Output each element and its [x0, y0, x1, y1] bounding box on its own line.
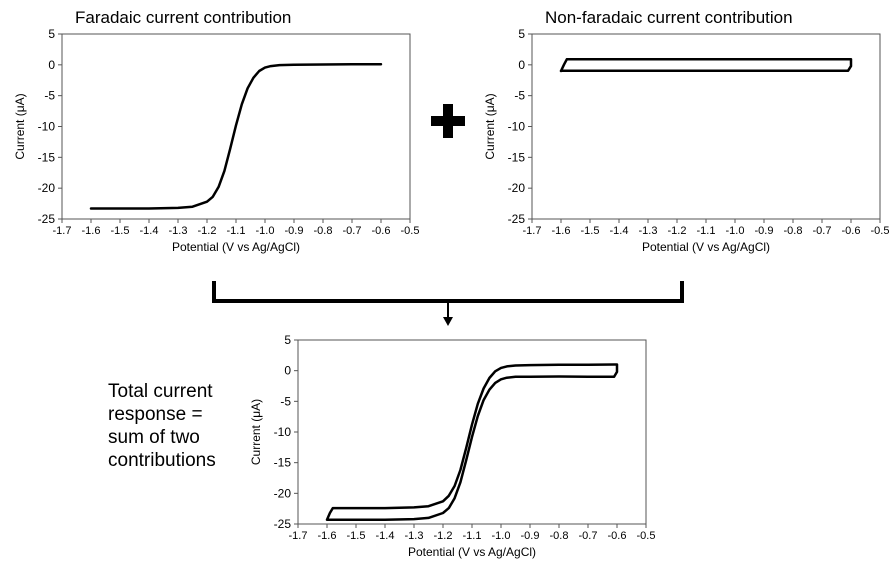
y-tick-label: 0 — [284, 364, 291, 378]
x-tick-label: -1.7 — [523, 225, 542, 237]
x-tick-label: -1.5 — [347, 530, 366, 542]
series-line — [89, 62, 383, 210]
y-tick-label: -10 — [274, 425, 292, 439]
total-caption-line-4: contributions — [108, 450, 216, 471]
x-tick-label: -0.9 — [521, 530, 540, 542]
x-tick-label: -1.1 — [227, 225, 246, 237]
y-tick-label: 5 — [518, 27, 525, 41]
x-tick-label: -0.5 — [637, 530, 656, 542]
y-tick-label: 5 — [48, 27, 55, 41]
faradaic-chart: 5 0 -5 -10 -15 -20 -25-1.7 -1.6 -1.5 -1.4 -1.3 -1.2… — [13, 27, 419, 254]
y-tick-label: -5 — [280, 394, 291, 408]
x-tick-label: -1.6 — [552, 225, 571, 237]
x-tick-label: -1.0 — [492, 530, 511, 542]
y-tick-label: -5 — [44, 89, 55, 103]
x-tick-label: -1.5 — [111, 225, 130, 237]
x-tick-label: -0.9 — [285, 225, 304, 237]
connector-bracket-line — [212, 281, 684, 303]
y-tick-label: -25 — [274, 517, 292, 531]
x-tick-label: -1.6 — [318, 530, 337, 542]
sum-connector — [212, 281, 684, 326]
plot-frame — [531, 33, 881, 220]
x-tick-label: -0.8 — [314, 225, 333, 237]
nonfaradaic-chart-title: Non-faradaic current contribution — [545, 8, 793, 27]
y-tick-label: -15 — [508, 150, 526, 164]
y-tick-label: 0 — [48, 58, 55, 72]
series-line — [325, 363, 619, 521]
x-tick-label: -0.7 — [813, 225, 832, 237]
total-caption-line-2: response = — [108, 404, 203, 425]
x-tick-label: -0.7 — [343, 225, 362, 237]
y-axis-label: Current (μA) — [483, 93, 497, 159]
y-tick-label: -15 — [274, 456, 292, 470]
x-tick-label: -1.1 — [697, 225, 716, 237]
nonfaradaic-chart: 5 0 -5 -10 -15 -20 -25-1.7 -1.6 -1.5 -1.4 -1.3 -1.2… — [483, 27, 889, 254]
x-tick-label: -1.0 — [726, 225, 745, 237]
x-tick-label: -0.6 — [608, 530, 627, 542]
y-axis-label: Current (μA) — [13, 93, 27, 159]
x-tick-label: -1.4 — [610, 225, 629, 237]
x-axis-label: Potential (V vs Ag/AgCl) — [642, 240, 770, 254]
x-tick-label: -0.9 — [755, 225, 774, 237]
x-axis-label: Potential (V vs Ag/AgCl) — [172, 240, 300, 254]
x-tick-label: -1.1 — [463, 530, 482, 542]
y-tick-label: -10 — [38, 120, 56, 134]
y-tick-label: -25 — [508, 212, 526, 226]
y-tick-label: -20 — [38, 181, 56, 195]
y-axis-label: Current (μA) — [249, 399, 263, 465]
x-axis-label: Potential (V vs Ag/AgCl) — [408, 545, 536, 559]
y-tick-label: 5 — [284, 333, 291, 347]
x-tick-label: -1.7 — [289, 530, 308, 542]
x-tick-label: -0.7 — [579, 530, 598, 542]
y-tick-label: 0 — [518, 58, 525, 72]
y-tick-label: -15 — [38, 150, 56, 164]
y-tick-label: -10 — [508, 120, 526, 134]
faradaic-chart-title: Faradaic current contribution — [75, 8, 292, 27]
x-tick-label: -1.4 — [376, 530, 395, 542]
x-tick-label: -1.2 — [668, 225, 687, 237]
x-tick-label: -1.2 — [434, 530, 453, 542]
x-tick-label: -1.7 — [53, 225, 72, 237]
x-tick-label: -1.3 — [169, 225, 188, 237]
x-tick-label: -1.5 — [581, 225, 600, 237]
x-tick-label: -0.6 — [372, 225, 391, 237]
y-tick-label: -20 — [508, 181, 526, 195]
total-caption-line-1: Total current — [108, 381, 213, 402]
x-tick-label: -0.5 — [401, 225, 420, 237]
total-chart: 5 0 -5 -10 -15 -20 -25-1.7 -1.6 -1.5 -1.4 -1.3 -1.2… — [249, 333, 655, 559]
plot-frame — [297, 339, 647, 525]
x-tick-label: -1.3 — [405, 530, 424, 542]
x-tick-label: -0.8 — [784, 225, 803, 237]
series-line — [559, 58, 853, 73]
plus-icon — [431, 104, 465, 138]
total-current-caption: Total current response = sum of two cont… — [108, 380, 216, 472]
y-tick-label: -5 — [514, 89, 525, 103]
x-tick-label: -1.2 — [198, 225, 217, 237]
y-tick-label: -20 — [274, 486, 292, 500]
x-tick-label: -0.8 — [550, 530, 569, 542]
x-tick-label: -1.3 — [639, 225, 658, 237]
x-tick-label: -1.6 — [82, 225, 101, 237]
total-caption-line-3: sum of two — [108, 427, 200, 448]
x-tick-label: -1.0 — [256, 225, 275, 237]
x-tick-label: -0.5 — [871, 225, 890, 237]
y-tick-label: -25 — [38, 212, 56, 226]
down-arrow-icon — [443, 317, 453, 326]
x-tick-label: -0.6 — [842, 225, 861, 237]
x-tick-label: -1.4 — [140, 225, 159, 237]
